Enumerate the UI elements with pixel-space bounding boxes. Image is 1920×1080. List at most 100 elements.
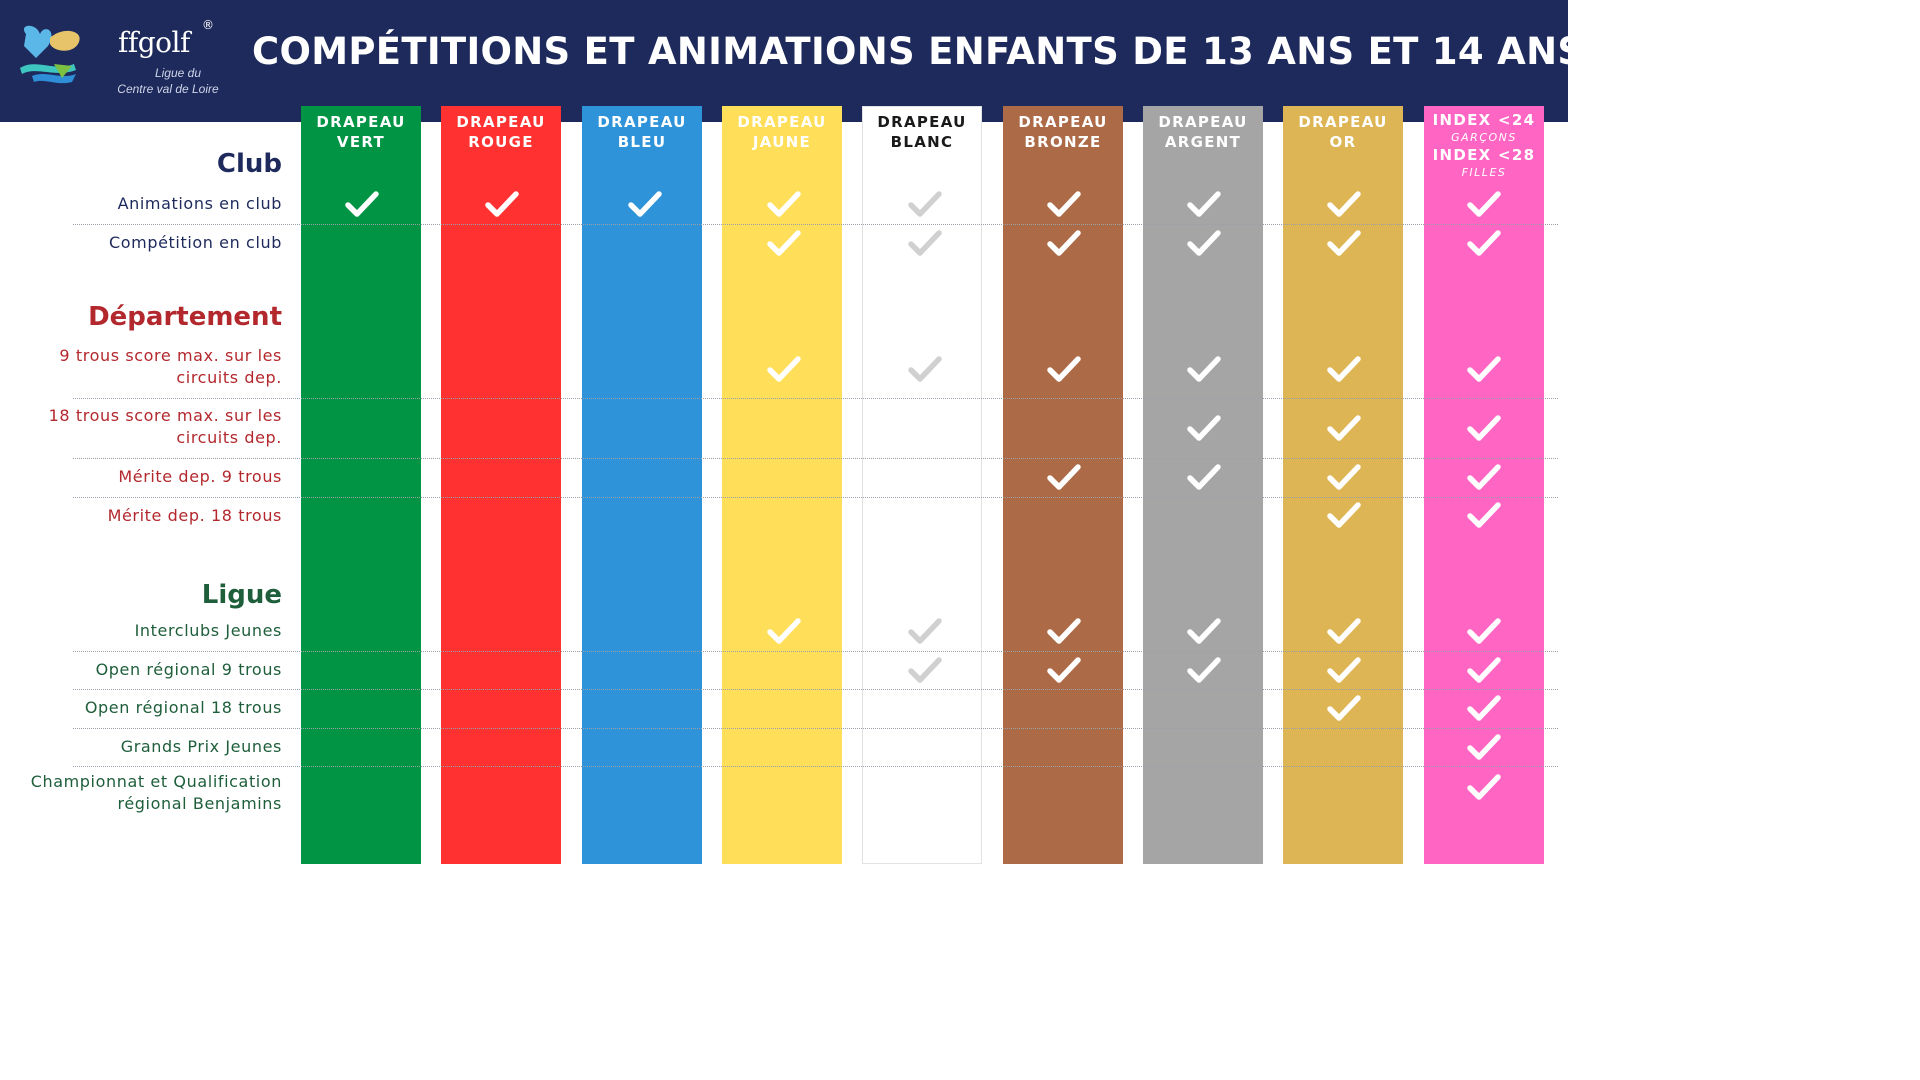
category-heading: Ligue (201, 580, 282, 610)
checkmark-icon (1467, 356, 1501, 382)
logo-subtitle-line1: Ligue du (154, 66, 202, 80)
column-header-line1: DRAPEAU (1018, 113, 1108, 131)
flag-column-5: DRAPEAU BLANC (862, 106, 982, 864)
checkmark-icon (485, 191, 519, 217)
checkmark-icon (1187, 657, 1221, 683)
checkmark-icon (628, 191, 662, 217)
checkmark-icon (345, 191, 379, 217)
column-header: DRAPEAU ARGENT (1143, 112, 1263, 152)
column-header-line1: DRAPEAU (597, 113, 687, 131)
column-header-line2: ARGENT (1164, 133, 1242, 151)
checkmark-icon (1467, 695, 1501, 721)
checkmark-icon (1327, 464, 1361, 490)
row-separator (73, 766, 1558, 767)
row-separator (73, 458, 1558, 459)
checkmark-icon (908, 618, 942, 644)
checkmark-icon (908, 230, 942, 256)
column-header-line2: JAUNE (752, 133, 812, 151)
checkmark-icon (1467, 618, 1501, 644)
row-label: Mérite dep. 18 trous (108, 505, 282, 527)
checkmark-icon (1187, 356, 1221, 382)
category-heading: Club (216, 149, 282, 179)
row-label-line: 18 trous score max. sur les (48, 406, 282, 425)
column-header: DRAPEAU ROUGE (441, 112, 561, 152)
logo-subtitle-line2: Centre val de Loire (117, 82, 219, 96)
logo-wordmark: ffgolf (118, 26, 190, 59)
checkmark-icon (1467, 191, 1501, 217)
column-header: DRAPEAU BRONZE (1003, 112, 1123, 152)
checkmark-icon (1047, 356, 1081, 382)
checkmark-icon (1467, 230, 1501, 256)
checkmark-icon (1327, 502, 1361, 528)
column-header: DRAPEAU OR (1283, 112, 1403, 152)
checkmark-icon (1327, 191, 1361, 217)
row-label-line: Animations en club (117, 194, 282, 213)
page-title: COMPÉTITIONS ET ANIMATIONS ENFANTS DE 13… (252, 30, 1585, 73)
row-separator (73, 224, 1558, 225)
row-label: Open régional 18 trous (85, 697, 282, 719)
flag-column-2: DRAPEAU ROUGE (441, 106, 561, 864)
flag-column-1: DRAPEAU VERT (301, 106, 421, 864)
header-banner: ffgolf ® Ligue du Centre val de Loire CO… (0, 0, 1584, 122)
checkmark-icon (1047, 657, 1081, 683)
row-label: 18 trous score max. sur les circuits dep. (49, 405, 282, 449)
checkmark-icon (1187, 464, 1221, 490)
row-label: Mérite dep. 9 trous (118, 466, 282, 488)
checkmark-icon (1327, 657, 1361, 683)
column-header-line1: DRAPEAU (737, 113, 827, 131)
checkmark-icon (767, 356, 801, 382)
checkmark-icon (1047, 230, 1081, 256)
checkmark-icon (1187, 618, 1221, 644)
row-label-line: Open régional 9 trous (95, 660, 282, 679)
row-label-line: Mérite dep. 9 trous (118, 467, 282, 486)
row-label: Open régional 9 trous (96, 659, 282, 681)
checkmark-icon (1467, 657, 1501, 683)
row-label: Interclubs Jeunes (135, 620, 282, 642)
checkmark-icon (1467, 734, 1501, 760)
row-separator (73, 497, 1558, 498)
ffgolf-logo: ffgolf ® Ligue du Centre val de Loire (14, 14, 224, 104)
checkmark-icon (1467, 502, 1501, 528)
row-label-line: Interclubs Jeunes (134, 621, 282, 640)
column-header-line1: DRAPEAU (316, 113, 406, 131)
row-label: 9 trous score max. sur les circuits dep. (59, 345, 282, 389)
checkmark-icon (767, 191, 801, 217)
checkmark-icon (1327, 695, 1361, 721)
row-label-line: circuits dep. (176, 368, 282, 387)
column-header-line1: DRAPEAU (1298, 113, 1388, 131)
column-header-line2: BRONZE (1024, 133, 1102, 151)
row-label: Championnat et Qualification régional Ben… (31, 771, 282, 815)
column-header-note2: FILLES (1461, 166, 1507, 179)
checkmark-icon (1047, 618, 1081, 644)
column-header-line2: ROUGE (468, 133, 534, 151)
row-label-line: Grands Prix Jeunes (120, 737, 282, 756)
flag-column-4: DRAPEAU JAUNE (722, 106, 842, 864)
row-separator (73, 728, 1558, 729)
checkmark-icon (1187, 191, 1221, 217)
flag-column-3: DRAPEAU BLEU (582, 106, 702, 864)
category-heading: Département (88, 302, 282, 332)
row-separator (73, 689, 1558, 690)
checkmark-icon (908, 356, 942, 382)
checkmark-icon (1327, 356, 1361, 382)
column-header-note1: GARÇONS (1451, 131, 1517, 144)
ligue-logo-icon (20, 25, 80, 84)
checkmark-icon (1467, 464, 1501, 490)
registered-mark: ® (202, 18, 214, 32)
column-header-line2: BLEU (617, 133, 667, 151)
checkmark-icon (1467, 415, 1501, 441)
row-label-line: 9 trous score max. sur les (59, 346, 282, 365)
checkmark-icon (908, 191, 942, 217)
checkmark-icon (1047, 464, 1081, 490)
row-label-line: Championnat et Qualification (30, 772, 282, 791)
column-header-line1: DRAPEAU (1158, 113, 1248, 131)
row-separator (73, 398, 1558, 399)
column-header-line1: DRAPEAU (877, 113, 967, 131)
row-separator (73, 651, 1558, 652)
row-label-line: Compétition en club (108, 233, 282, 252)
column-header: DRAPEAU JAUNE (722, 112, 842, 152)
checkmark-icon (1327, 230, 1361, 256)
checkmark-icon (1187, 230, 1221, 256)
column-header-line1: DRAPEAU (456, 113, 546, 131)
column-header-line2: OR (1329, 133, 1357, 151)
